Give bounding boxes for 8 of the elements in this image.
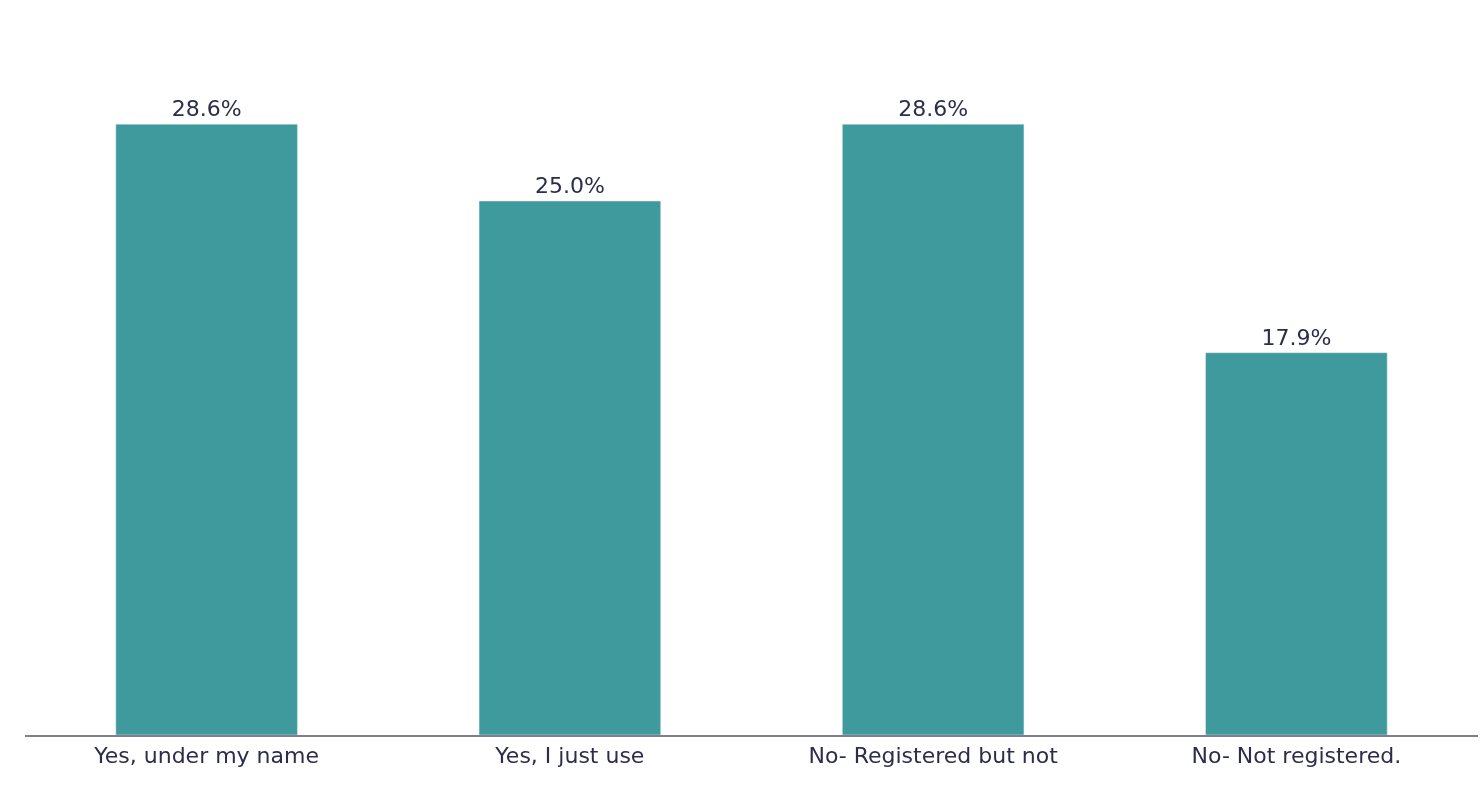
x-tick-label: Yes, under my name [93, 743, 320, 769]
data-label: 28.6% [898, 96, 969, 122]
data-label: 17.9% [1261, 324, 1332, 350]
data-label: 25.0% [534, 173, 605, 199]
x-tick-label: No- Registered but not [808, 743, 1059, 769]
x-tick-label: No- Not registered. [1191, 743, 1402, 769]
x-tick-label: Yes, I just use [494, 743, 645, 769]
data-label: 28.6% [171, 96, 242, 122]
